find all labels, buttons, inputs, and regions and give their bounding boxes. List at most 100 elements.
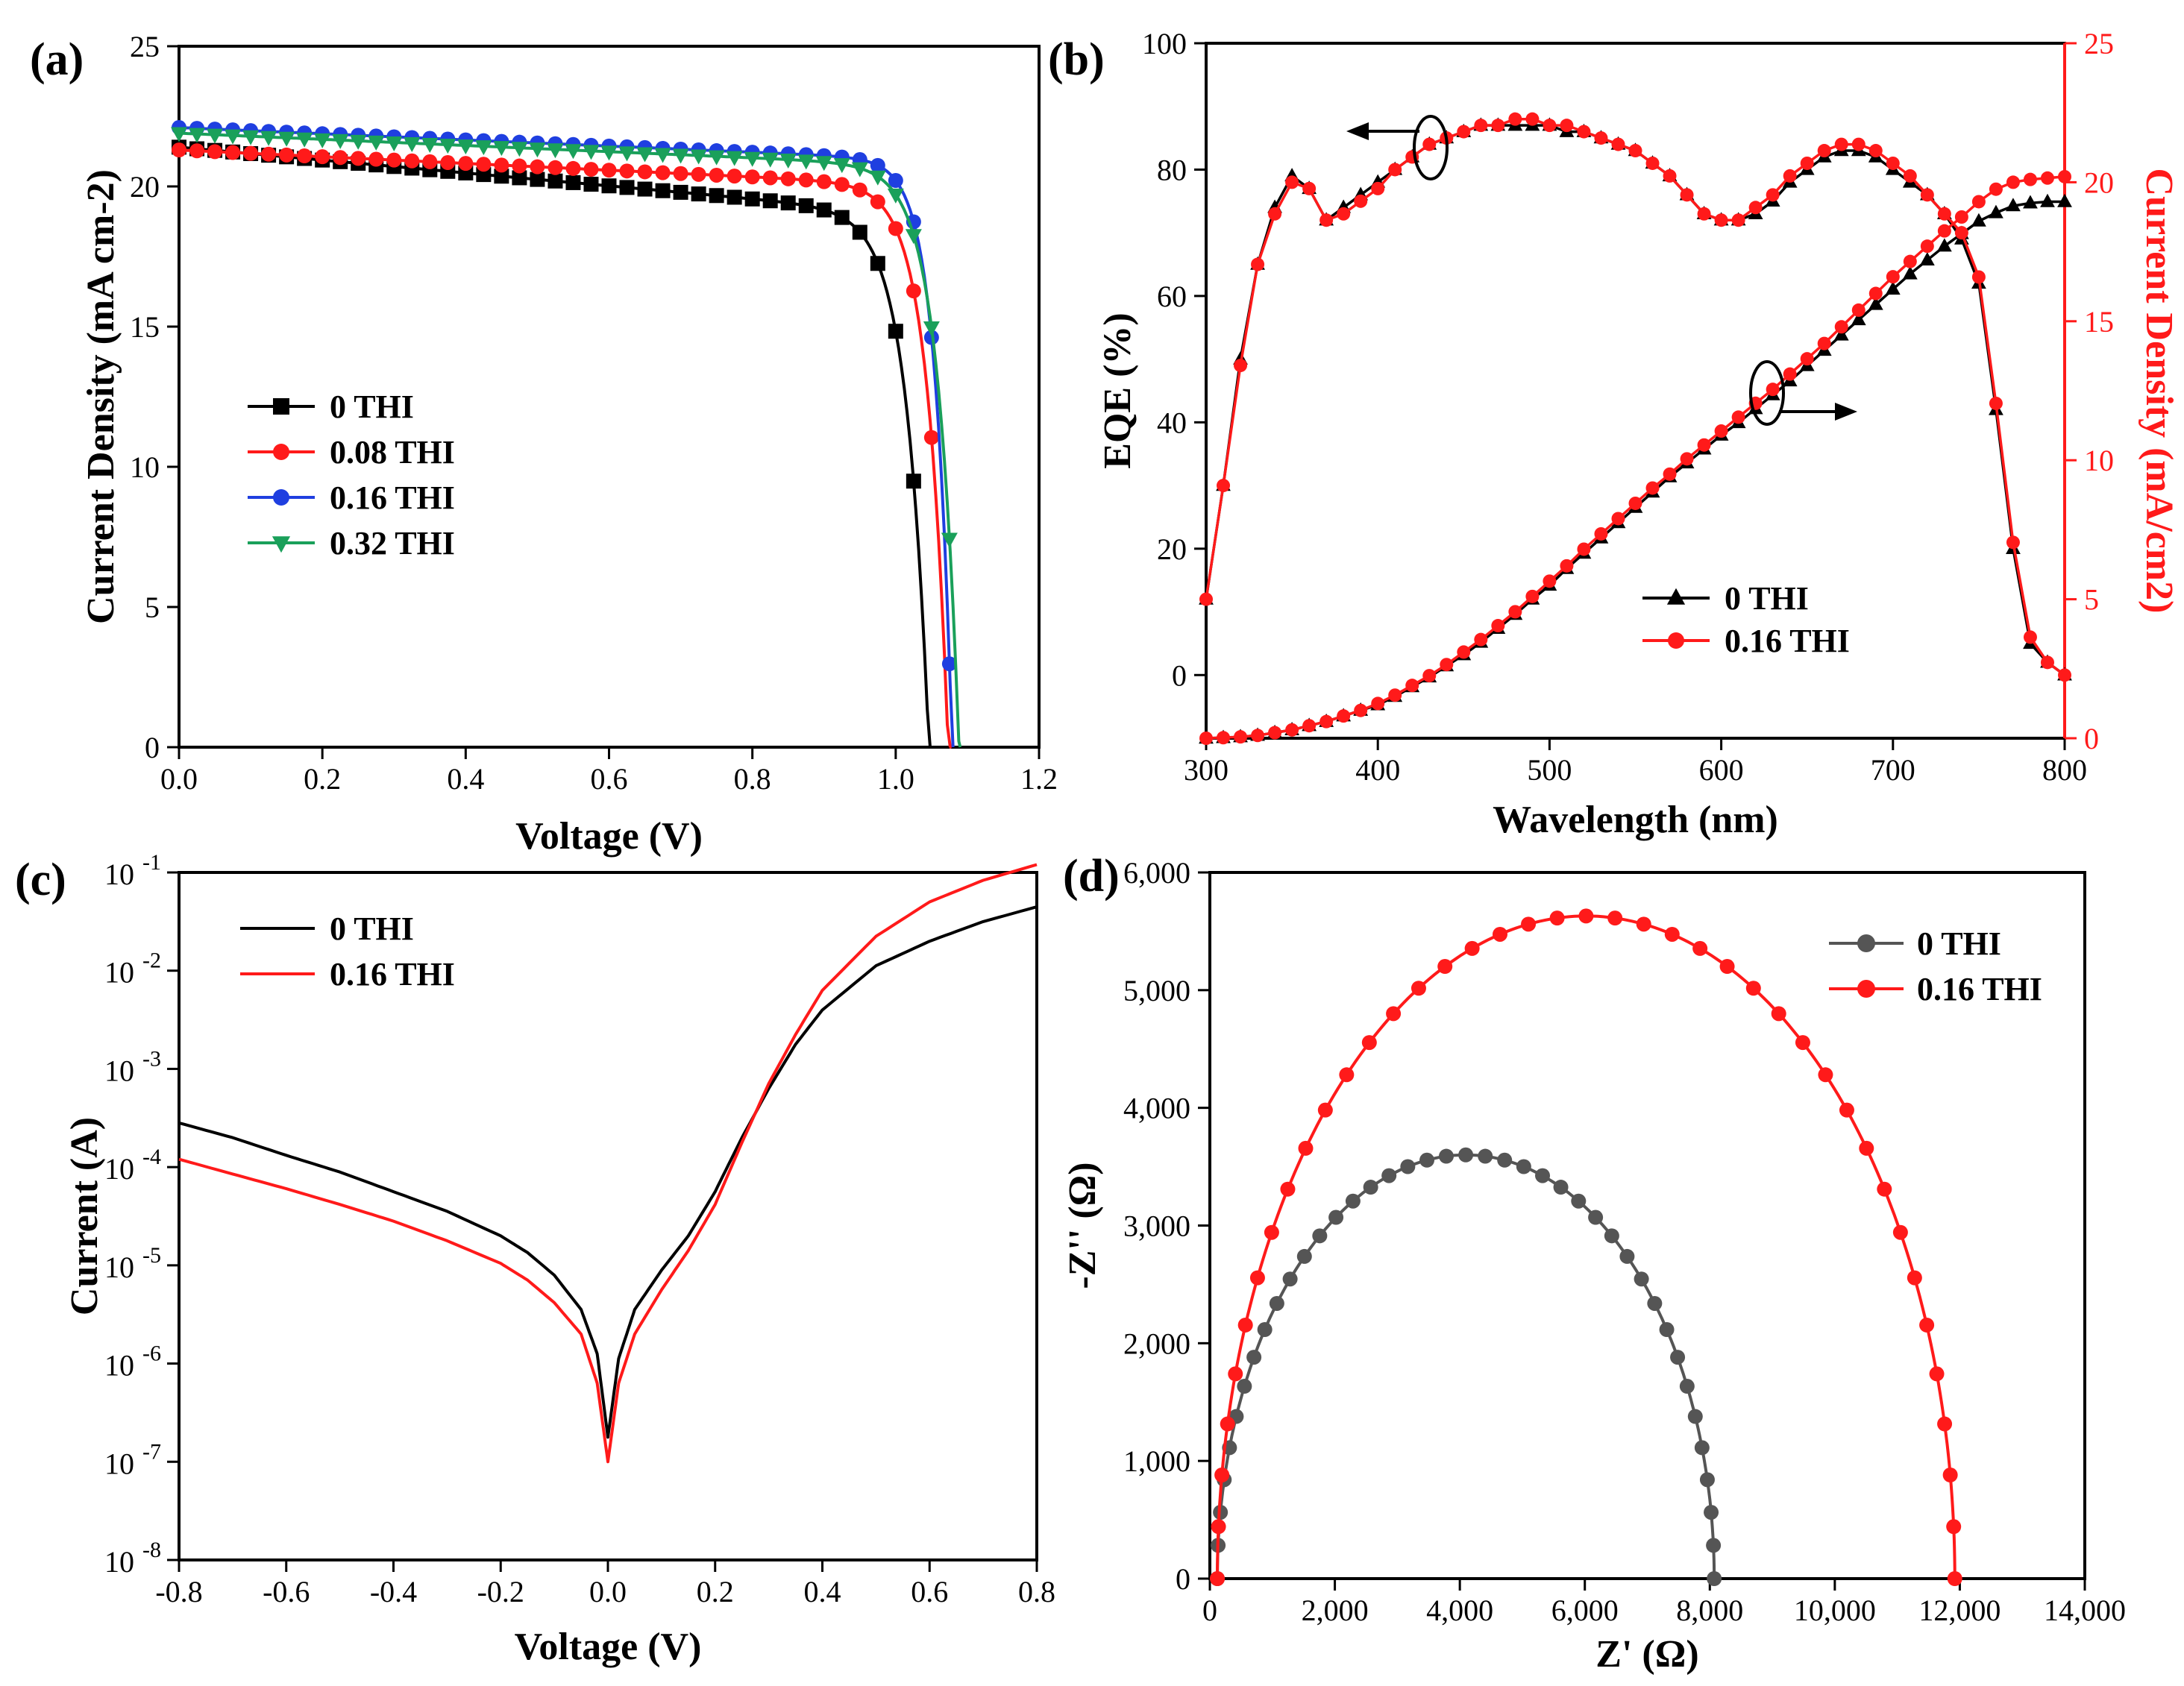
nyquist-point bbox=[1892, 1224, 1908, 1240]
jsc-point bbox=[2006, 175, 2020, 189]
panel-label: (a) bbox=[30, 34, 84, 85]
y-tick-label: 4,000 bbox=[1123, 1092, 1190, 1125]
y-tick-label: 40 bbox=[1157, 406, 1187, 439]
data-point bbox=[619, 163, 635, 179]
data-point bbox=[243, 145, 259, 161]
jsc-point bbox=[2006, 198, 2021, 212]
left-arrow-head bbox=[1346, 122, 1369, 140]
jsc-point bbox=[1199, 732, 1213, 745]
jsc-point bbox=[1885, 281, 1901, 295]
eqe-point bbox=[1543, 119, 1557, 133]
eqe-point bbox=[1645, 156, 1660, 170]
nyquist-point bbox=[1521, 916, 1537, 932]
x-tick-label: 0.0 bbox=[160, 762, 198, 796]
data-point bbox=[834, 177, 850, 192]
y-right-axis-label: Current Density (mA/cm2) bbox=[2138, 169, 2180, 614]
eqe-point bbox=[1817, 144, 1831, 158]
data-point bbox=[870, 194, 885, 210]
jsc-point bbox=[1851, 303, 1866, 317]
jsc-point bbox=[1251, 729, 1265, 743]
nyquist-point bbox=[1282, 1271, 1298, 1287]
eqe-point bbox=[1628, 144, 1642, 158]
data-point bbox=[386, 152, 402, 168]
data-point bbox=[655, 165, 671, 180]
data-point bbox=[941, 532, 958, 548]
legend-label: 0.32 THI bbox=[330, 525, 455, 562]
data-point bbox=[869, 170, 886, 186]
jsc-line-1 bbox=[1205, 175, 2065, 740]
data-point bbox=[888, 173, 903, 189]
y-tick-exponent: -3 bbox=[142, 1046, 161, 1071]
data-point bbox=[816, 174, 832, 189]
y-tick-label: 10 bbox=[104, 956, 134, 990]
panel-label: (b) bbox=[1048, 34, 1105, 85]
data-point bbox=[762, 193, 778, 209]
jsc-point bbox=[1868, 286, 1883, 301]
eqe-point bbox=[1268, 207, 1282, 221]
data-point bbox=[709, 167, 724, 183]
jsc-point bbox=[1954, 210, 1968, 224]
nyquist-point bbox=[1237, 1317, 1253, 1333]
data-point bbox=[888, 324, 903, 339]
data-point bbox=[851, 162, 868, 177]
x-axis-label: Wavelength (nm) bbox=[1493, 799, 1778, 841]
nyquist-point bbox=[1257, 1322, 1273, 1338]
data-point bbox=[797, 154, 815, 170]
eqe-point bbox=[1525, 112, 1540, 126]
nyquist-point bbox=[1264, 1224, 1279, 1240]
jsc-point bbox=[1663, 467, 1677, 481]
data-point bbox=[923, 321, 940, 337]
y-tick-label: 10 bbox=[104, 858, 134, 891]
jsc-point bbox=[1783, 367, 1797, 381]
data-point bbox=[708, 150, 725, 166]
eqe-point bbox=[1251, 257, 1265, 271]
nyquist-point bbox=[1818, 1067, 1833, 1083]
nyquist-point bbox=[1438, 1148, 1454, 1164]
data-point bbox=[315, 149, 330, 165]
y-tick-label: 0 bbox=[1176, 1562, 1190, 1596]
y-tick-label: 25 bbox=[130, 30, 160, 63]
nyquist-point bbox=[1464, 940, 1480, 956]
data-point bbox=[368, 135, 385, 151]
y-tick-label: 2,000 bbox=[1123, 1327, 1190, 1360]
data-point bbox=[189, 143, 205, 159]
data-point bbox=[171, 127, 187, 142]
data-point bbox=[351, 151, 366, 166]
nyquist-point bbox=[1692, 940, 1708, 956]
legend-marker bbox=[273, 398, 289, 415]
nyquist-point bbox=[1328, 1210, 1344, 1225]
data-point bbox=[727, 189, 742, 205]
x-tick-label: 0.4 bbox=[804, 1575, 841, 1608]
data-point bbox=[547, 143, 564, 159]
legend-marker bbox=[1668, 632, 1684, 649]
data-point bbox=[673, 166, 688, 181]
data-point bbox=[278, 131, 295, 147]
jsc-point bbox=[1833, 327, 1849, 341]
jsc-point bbox=[1543, 574, 1557, 588]
data-point bbox=[494, 157, 509, 173]
nyquist-point bbox=[1877, 1181, 1892, 1197]
y-right-tick-label: 10 bbox=[2084, 444, 2114, 477]
jsc-point bbox=[1680, 452, 1694, 466]
eqe-point bbox=[1800, 156, 1814, 170]
data-point bbox=[887, 188, 904, 204]
nyquist-point bbox=[1839, 1102, 1854, 1118]
data-point bbox=[333, 150, 348, 166]
data-point bbox=[601, 178, 617, 194]
nyquist-point bbox=[1312, 1228, 1328, 1244]
nyquist-point bbox=[1937, 1416, 1953, 1432]
y-tick-exponent: -1 bbox=[142, 850, 161, 875]
nyquist-point bbox=[1419, 1152, 1435, 1168]
eqe-point bbox=[1217, 479, 1231, 493]
data-point bbox=[297, 148, 313, 164]
nyquist-line-0 bbox=[1216, 1153, 1716, 1579]
data-point bbox=[672, 148, 689, 164]
eqe-point bbox=[1354, 194, 1368, 208]
data-point bbox=[493, 141, 510, 157]
data-point bbox=[494, 169, 509, 184]
jsc-point bbox=[1800, 352, 1814, 366]
jsc-point bbox=[1817, 336, 1831, 350]
data-point bbox=[225, 129, 242, 145]
data-point bbox=[852, 224, 867, 240]
data-point bbox=[439, 139, 456, 154]
